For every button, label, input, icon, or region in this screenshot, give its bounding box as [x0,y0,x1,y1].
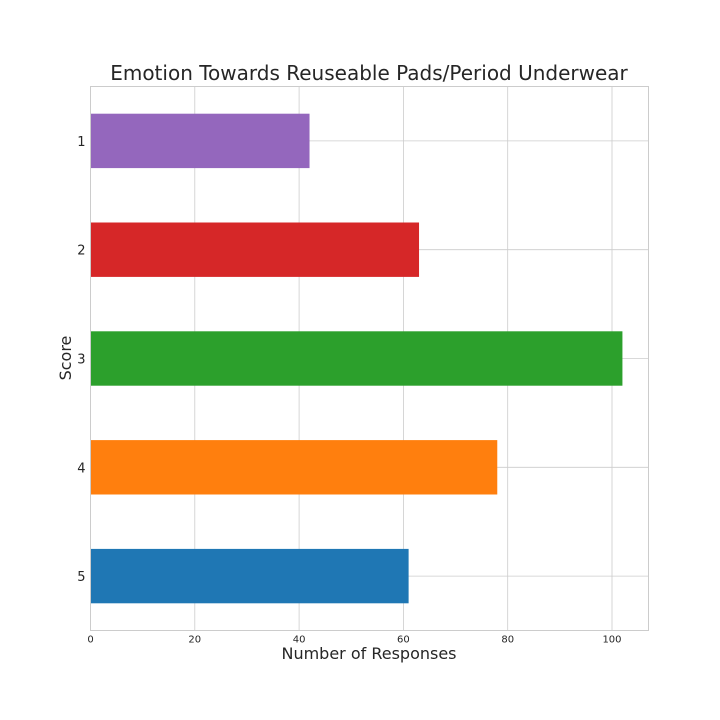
bars-layer [90,113,623,604]
y-tick-label: 4 [77,461,85,476]
chart-title: Emotion Towards Reuseable Pads/Period Un… [110,61,628,85]
bar-score-3 [90,331,623,386]
plot-frame [90,86,649,631]
x-axis-label: Number of Responses [281,644,456,663]
x-tick-labels: 0 20 40 60 80 100 [87,635,621,646]
x-tick-label: 40 [293,635,306,646]
y-tick-label: 2 [77,244,85,259]
x-tick-label: 80 [501,635,514,646]
bar-score-2 [90,222,420,277]
x-tick-label: 0 [87,635,93,646]
bar-score-5 [90,548,409,604]
y-tick-label: 3 [77,353,85,368]
x-tick-label: 60 [397,635,410,646]
y-tick-label: 5 [77,570,85,585]
y-tick-labels: 1 2 3 4 5 [77,135,85,585]
y-tick-label: 1 [77,135,85,150]
y-axis-label: Score [56,336,75,381]
bar-score-4 [90,440,498,495]
bar-score-1 [90,113,310,169]
x-tick-label: 20 [188,635,201,646]
x-tick-label: 100 [602,635,621,646]
